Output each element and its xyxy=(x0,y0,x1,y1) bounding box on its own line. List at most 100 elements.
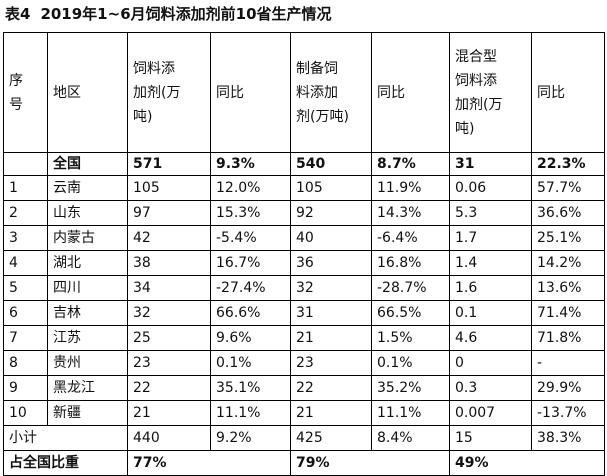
table-row: 2 山东 97 15.3% 92 14.3% 5.3 36.6% xyxy=(3,200,605,226)
table-number: 表4 xyxy=(5,5,31,23)
row-yoy-1: 0.1% xyxy=(210,350,291,376)
row-yoy-2: 1.5% xyxy=(371,325,450,351)
row-region: 江苏 xyxy=(47,325,128,351)
row-feed-additive: 105 xyxy=(127,175,211,201)
row-yoy-3: 14.2% xyxy=(531,250,605,276)
row-feed-additive: 38 xyxy=(127,250,211,276)
share-label: 占全国比重 xyxy=(3,450,128,476)
row-mixed: 0.3 xyxy=(449,375,532,401)
row-feed-additive: 42 xyxy=(127,225,211,251)
row-yoy-2: 11.1% xyxy=(371,400,450,426)
row-region: 云南 xyxy=(47,175,128,201)
row-region: 内蒙古 xyxy=(47,225,128,251)
header-feed-additive-line: 吨) xyxy=(133,108,153,125)
row-yoy-1: 12.0% xyxy=(210,175,291,201)
row-yoy-1: 11.1% xyxy=(210,400,291,426)
row-yoy-2: 0.1% xyxy=(371,350,450,376)
header-feed-additive: 饲料添 加剂(万 吨) xyxy=(127,32,211,153)
row-feed-additive: 21 xyxy=(127,400,211,426)
table-row: 9 黑龙江 22 35.1% 22 35.2% 0.3 29.9% xyxy=(3,375,605,401)
header-prepared-line: 制备饲 xyxy=(296,60,338,77)
share-prepared: 79% xyxy=(290,450,450,476)
row-region: 贵州 xyxy=(47,350,128,376)
row-no: 5 xyxy=(3,275,48,301)
header-mixed-line: 饲料添 xyxy=(455,72,497,89)
subtotal-feed-additive: 440 xyxy=(127,425,211,451)
national-yoy-3: 22.3% xyxy=(531,152,605,176)
subtotal-row: 小计 440 9.2% 425 8.4% 15 38.3% xyxy=(3,425,605,451)
national-yoy-1: 9.3% xyxy=(210,152,291,176)
national-label: 全国 xyxy=(47,152,128,176)
subtotal-label: 小计 xyxy=(3,425,128,451)
table-title: 表4 2019年1~6月饲料添加剂前10省生产情况 xyxy=(5,4,332,24)
row-yoy-3: 71.8% xyxy=(531,325,605,351)
row-no: 6 xyxy=(3,300,48,326)
row-no: 2 xyxy=(3,200,48,226)
production-table: 序 号 地区 饲料添 加剂(万 吨) 同比 制备饲 料添加 剂(万吨) 同比 混… xyxy=(3,32,605,476)
header-yoy-3: 同比 xyxy=(531,32,605,153)
row-prepared: 21 xyxy=(290,325,372,351)
row-yoy-2: 35.2% xyxy=(371,375,450,401)
national-feed-additive: 571 xyxy=(127,152,211,176)
table-row: 4 湖北 38 16.7% 36 16.8% 1.4 14.2% xyxy=(3,250,605,276)
row-yoy-1: 9.6% xyxy=(210,325,291,351)
row-no: 3 xyxy=(3,225,48,251)
subtotal-yoy-1: 9.2% xyxy=(210,425,291,451)
share-feed-additive: 77% xyxy=(127,450,291,476)
row-yoy-2: -6.4% xyxy=(371,225,450,251)
table-row: 3 内蒙古 42 -5.4% 40 -6.4% 1.7 25.1% xyxy=(3,225,605,251)
row-yoy-3: -13.7% xyxy=(531,400,605,426)
row-prepared: 21 xyxy=(290,400,372,426)
row-yoy-3: 25.1% xyxy=(531,225,605,251)
header-row: 序 号 地区 饲料添 加剂(万 吨) 同比 制备饲 料添加 剂(万吨) 同比 混… xyxy=(3,32,605,153)
table-row: 5 四川 34 -27.4% 32 -28.7% 1.6 13.6% xyxy=(3,275,605,301)
row-yoy-1: 66.6% xyxy=(210,300,291,326)
row-feed-additive: 23 xyxy=(127,350,211,376)
row-yoy-1: 15.3% xyxy=(210,200,291,226)
row-region: 新疆 xyxy=(47,400,128,426)
row-yoy-2: 66.5% xyxy=(371,300,450,326)
national-no-cell xyxy=(3,152,48,176)
header-no-line: 序 xyxy=(9,72,23,89)
row-yoy-1: -5.4% xyxy=(210,225,291,251)
share-row: 占全国比重 77% 79% 49% xyxy=(3,450,605,476)
header-feed-additive-line: 加剂(万 xyxy=(133,84,181,101)
row-feed-additive: 97 xyxy=(127,200,211,226)
header-mixed-line: 加剂(万 xyxy=(455,96,503,113)
row-feed-additive: 34 xyxy=(127,275,211,301)
row-no: 10 xyxy=(3,400,48,426)
subtotal-mixed: 15 xyxy=(449,425,532,451)
row-prepared: 23 xyxy=(290,350,372,376)
row-prepared: 40 xyxy=(290,225,372,251)
national-prepared: 540 xyxy=(290,152,372,176)
subtotal-prepared: 425 xyxy=(290,425,372,451)
table-title-text: 2019年1~6月饲料添加剂前10省生产情况 xyxy=(40,5,332,23)
row-mixed: 1.6 xyxy=(449,275,532,301)
header-no-line: 号 xyxy=(9,96,23,113)
row-feed-additive: 25 xyxy=(127,325,211,351)
row-yoy-3: 36.6% xyxy=(531,200,605,226)
row-no: 1 xyxy=(3,175,48,201)
table-row: 7 江苏 25 9.6% 21 1.5% 4.6 71.8% xyxy=(3,325,605,351)
row-region: 湖北 xyxy=(47,250,128,276)
row-yoy-1: 16.7% xyxy=(210,250,291,276)
table-row: 10 新疆 21 11.1% 21 11.1% 0.007 -13.7% xyxy=(3,400,605,426)
row-yoy-1: 35.1% xyxy=(210,375,291,401)
row-yoy-3: - xyxy=(531,350,605,376)
row-no: 4 xyxy=(3,250,48,276)
header-mixed: 混合型 饲料添 加剂(万 吨) xyxy=(449,32,532,153)
row-prepared: 92 xyxy=(290,200,372,226)
header-mixed-line: 混合型 xyxy=(455,48,497,65)
row-mixed: 0 xyxy=(449,350,532,376)
table-row: 8 贵州 23 0.1% 23 0.1% 0 - xyxy=(3,350,605,376)
row-prepared: 22 xyxy=(290,375,372,401)
row-yoy-1: -27.4% xyxy=(210,275,291,301)
table-row: 6 吉林 32 66.6% 31 66.5% 0.1 71.4% xyxy=(3,300,605,326)
row-no: 7 xyxy=(3,325,48,351)
row-mixed: 0.1 xyxy=(449,300,532,326)
subtotal-yoy-2: 8.4% xyxy=(371,425,450,451)
row-no: 8 xyxy=(3,350,48,376)
row-yoy-2: 11.9% xyxy=(371,175,450,201)
row-mixed: 1.4 xyxy=(449,250,532,276)
